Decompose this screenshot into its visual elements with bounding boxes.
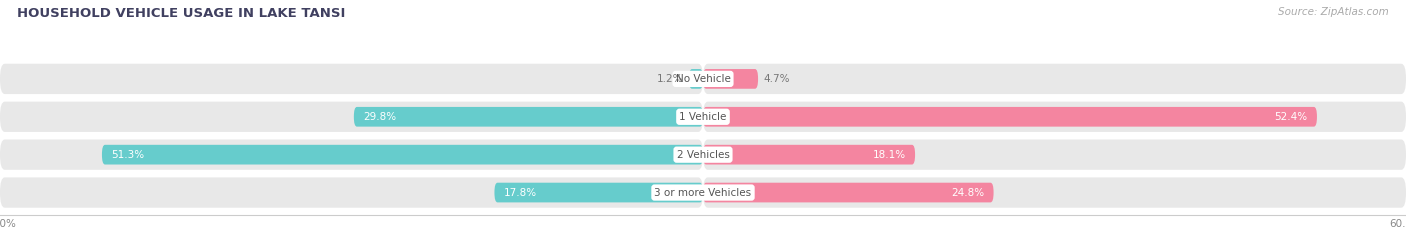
Text: Source: ZipAtlas.com: Source: ZipAtlas.com xyxy=(1278,7,1389,17)
FancyBboxPatch shape xyxy=(703,145,915,165)
Text: 52.4%: 52.4% xyxy=(1274,112,1308,122)
FancyBboxPatch shape xyxy=(703,107,1317,127)
Text: 2 Vehicles: 2 Vehicles xyxy=(676,150,730,160)
Text: HOUSEHOLD VEHICLE USAGE IN LAKE TANSI: HOUSEHOLD VEHICLE USAGE IN LAKE TANSI xyxy=(17,7,346,20)
Text: No Vehicle: No Vehicle xyxy=(675,74,731,84)
FancyBboxPatch shape xyxy=(703,64,1406,94)
Text: 51.3%: 51.3% xyxy=(111,150,145,160)
FancyBboxPatch shape xyxy=(703,139,1406,170)
Text: 4.7%: 4.7% xyxy=(763,74,790,84)
FancyBboxPatch shape xyxy=(103,145,703,165)
FancyBboxPatch shape xyxy=(354,107,703,127)
Text: 3 or more Vehicles: 3 or more Vehicles xyxy=(654,187,752,197)
Text: 17.8%: 17.8% xyxy=(503,187,537,197)
FancyBboxPatch shape xyxy=(0,64,703,94)
FancyBboxPatch shape xyxy=(0,102,703,132)
FancyBboxPatch shape xyxy=(0,177,703,208)
FancyBboxPatch shape xyxy=(703,177,1406,208)
FancyBboxPatch shape xyxy=(703,183,994,202)
FancyBboxPatch shape xyxy=(703,69,758,89)
FancyBboxPatch shape xyxy=(689,69,703,89)
Text: 24.8%: 24.8% xyxy=(950,187,984,197)
FancyBboxPatch shape xyxy=(703,102,1406,132)
Text: 18.1%: 18.1% xyxy=(873,150,905,160)
Text: 29.8%: 29.8% xyxy=(363,112,396,122)
Text: 1.2%: 1.2% xyxy=(657,74,683,84)
FancyBboxPatch shape xyxy=(0,139,703,170)
Text: 1 Vehicle: 1 Vehicle xyxy=(679,112,727,122)
FancyBboxPatch shape xyxy=(495,183,703,202)
